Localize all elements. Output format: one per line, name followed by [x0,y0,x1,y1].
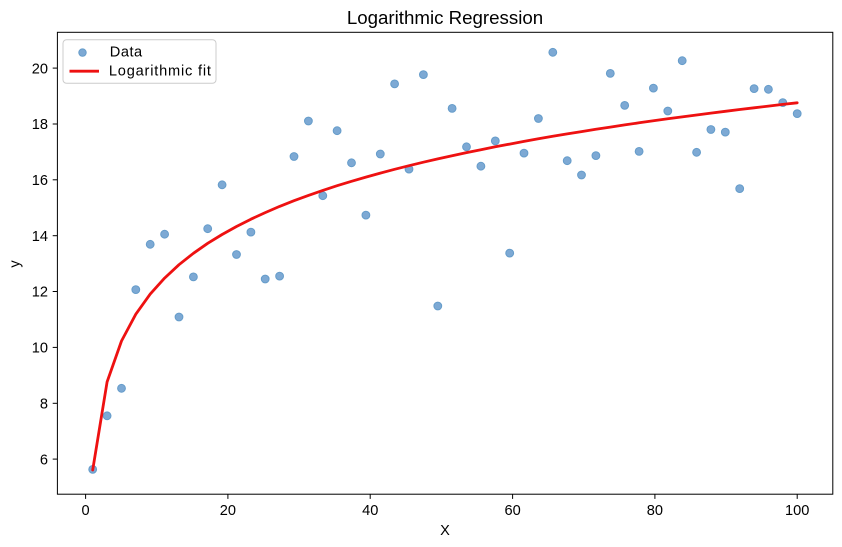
svg-text:y: y [8,260,24,268]
svg-text:Logarithmic Regression: Logarithmic Regression [347,7,543,28]
svg-text:8: 8 [40,397,48,413]
svg-text:80: 80 [647,503,663,519]
svg-text:60: 60 [504,503,520,519]
svg-text:40: 40 [362,503,378,519]
svg-text:Logarithmic fit: Logarithmic fit [109,64,212,80]
svg-text:6: 6 [40,452,48,468]
svg-text:X: X [440,523,450,539]
svg-text:20: 20 [32,61,48,77]
svg-text:14: 14 [32,229,48,245]
svg-text:0: 0 [82,503,90,519]
svg-text:12: 12 [32,285,48,301]
svg-text:20: 20 [220,503,236,519]
svg-text:16: 16 [32,173,48,189]
svg-text:100: 100 [785,503,809,519]
svg-text:10: 10 [32,341,48,357]
svg-text:18: 18 [32,117,48,133]
svg-text:Data: Data [110,44,143,60]
